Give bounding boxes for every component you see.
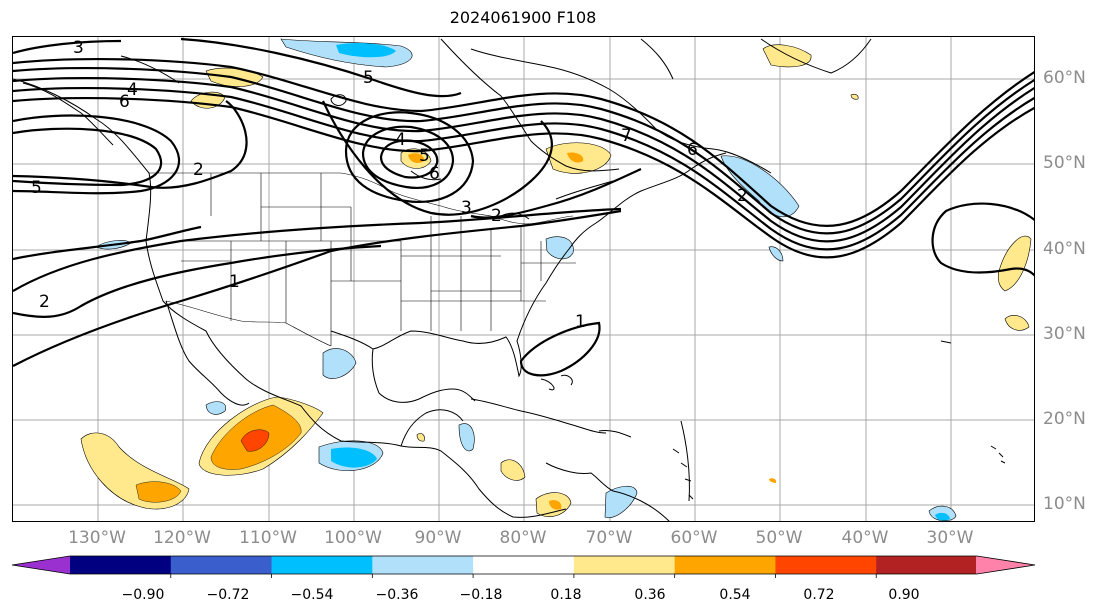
lon-label: 70°W bbox=[585, 528, 633, 548]
colorbar-tick-label: 0.90 bbox=[888, 587, 920, 603]
lat-label: 10°N bbox=[1043, 494, 1086, 514]
colorbar-outline bbox=[11, 555, 1036, 575]
lat-label: 20°N bbox=[1043, 409, 1086, 429]
contour-lines bbox=[13, 37, 1034, 377]
contour-label: 2 bbox=[491, 206, 502, 226]
contour-label: 2 bbox=[737, 186, 748, 206]
lon-label: 80°W bbox=[499, 528, 547, 548]
colorbar-cells bbox=[11, 555, 1036, 578]
lon-label: 30°W bbox=[926, 528, 974, 548]
contour-label: 5 bbox=[31, 178, 42, 198]
lat-label: 30°N bbox=[1043, 324, 1086, 344]
colorbar-extend-low bbox=[12, 556, 71, 574]
colorbar-cell bbox=[876, 556, 978, 574]
colorbar-tick-label: −0.90 bbox=[121, 587, 165, 603]
lon-label: 60°W bbox=[670, 528, 718, 548]
colorbar-cell bbox=[473, 556, 575, 574]
shaded-anomalies bbox=[80, 38, 1032, 521]
contour-label: 6 bbox=[429, 164, 440, 184]
political-borders bbox=[149, 172, 576, 347]
colorbar-cell bbox=[70, 556, 172, 574]
contour-label: 7 bbox=[621, 126, 632, 146]
contour-label: 1 bbox=[575, 312, 586, 332]
colorbar-tick-label: −0.36 bbox=[375, 587, 419, 603]
lon-label: 120°W bbox=[153, 528, 211, 548]
contour-label: 2 bbox=[193, 160, 204, 180]
colorbar-cell bbox=[372, 556, 474, 574]
lon-label: 50°W bbox=[755, 528, 803, 548]
colorbar bbox=[11, 555, 1036, 578]
colorbar-extend-high bbox=[976, 556, 1035, 574]
colorbar-cell bbox=[271, 556, 373, 574]
contour-label: 4 bbox=[395, 130, 406, 150]
colorbar-cell bbox=[170, 556, 273, 574]
colorbar-tick-label: 0.18 bbox=[550, 587, 582, 603]
map-canvas: 3 4 6 5 2 5 4 5 6 3 2 1 2 1 7 6 2 bbox=[13, 37, 1034, 521]
contour-label: 6 bbox=[687, 140, 698, 160]
colorbar-tick-label: 0.54 bbox=[719, 587, 751, 603]
graticule bbox=[13, 37, 1034, 521]
contour-label: 3 bbox=[73, 38, 84, 58]
map-panel: 3 4 6 5 2 5 4 5 6 3 2 1 2 1 7 6 2 bbox=[12, 36, 1035, 522]
contour-label: 2 bbox=[39, 292, 50, 312]
colorbar-tick-label: −0.72 bbox=[206, 587, 250, 603]
contour-label: 6 bbox=[119, 92, 130, 112]
lon-label: 110°W bbox=[239, 528, 297, 548]
coastlines bbox=[13, 38, 1006, 521]
contour-label: 4 bbox=[127, 80, 138, 100]
contour-label: 1 bbox=[229, 272, 240, 292]
contour-label: 3 bbox=[461, 198, 472, 218]
colorbar-cell bbox=[775, 556, 877, 574]
lon-label: 130°W bbox=[68, 528, 126, 548]
contour-label: 5 bbox=[419, 146, 430, 166]
lat-label: 40°N bbox=[1043, 239, 1086, 259]
contour-label: 5 bbox=[363, 68, 374, 88]
colorbar-tick-label: 0.36 bbox=[634, 587, 666, 603]
lon-label: 40°W bbox=[841, 528, 889, 548]
contour-value-labels: 3 4 6 5 2 5 4 5 6 3 2 1 2 1 7 6 2 bbox=[31, 38, 748, 332]
colorbar-tick-label: −0.18 bbox=[459, 587, 503, 603]
map-title: 2024061900 F108 bbox=[449, 8, 597, 27]
lon-label: 100°W bbox=[324, 528, 382, 548]
colorbar-tick-label: 0.72 bbox=[803, 587, 835, 603]
colorbar-cell bbox=[674, 556, 777, 574]
colorbar-tick-label: −0.54 bbox=[290, 587, 334, 603]
lat-label: 60°N bbox=[1043, 68, 1086, 88]
lon-label: 90°W bbox=[414, 528, 462, 548]
lat-label: 50°N bbox=[1043, 153, 1086, 173]
colorbar-cell bbox=[573, 556, 676, 574]
